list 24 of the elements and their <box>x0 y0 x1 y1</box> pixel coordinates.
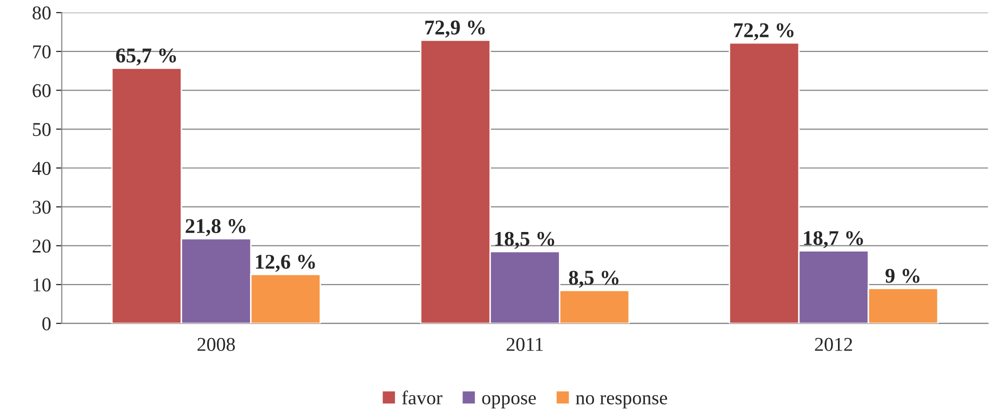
data-label: 9 % <box>885 268 920 283</box>
data-label: 18,7 % <box>804 231 863 248</box>
y-tick-label: 10 <box>34 278 51 292</box>
x-tick-label: 2008 <box>198 338 235 351</box>
legend-label: favor <box>402 390 442 404</box>
legend-label: no response <box>576 395 668 408</box>
data-label: 8,5 % <box>569 270 618 288</box>
legend-label: oppose <box>482 395 536 408</box>
y-tick-label: 20 <box>32 240 51 253</box>
y-tick-label: 70 <box>33 45 51 58</box>
y-tick-label: 30 <box>32 200 51 214</box>
data-label: 72,2 % <box>734 23 794 40</box>
data-label: 72,9 % <box>425 20 485 38</box>
y-tick-label: 0 <box>42 317 51 330</box>
data-label: 21,8 % <box>186 219 246 236</box>
y-tick-label: 40 <box>32 162 51 175</box>
y-tick-label: 50 <box>33 122 51 136</box>
x-tick-label: 2012 <box>815 338 852 351</box>
x-tick-label: 2011 <box>506 338 543 351</box>
data-label: 18,5 % <box>495 232 554 249</box>
y-tick-label: 60 <box>32 84 51 98</box>
y-tick-label: 80 <box>32 6 51 20</box>
data-label: 65,7 % <box>116 48 176 66</box>
data-label: 12,6 % <box>256 254 315 272</box>
